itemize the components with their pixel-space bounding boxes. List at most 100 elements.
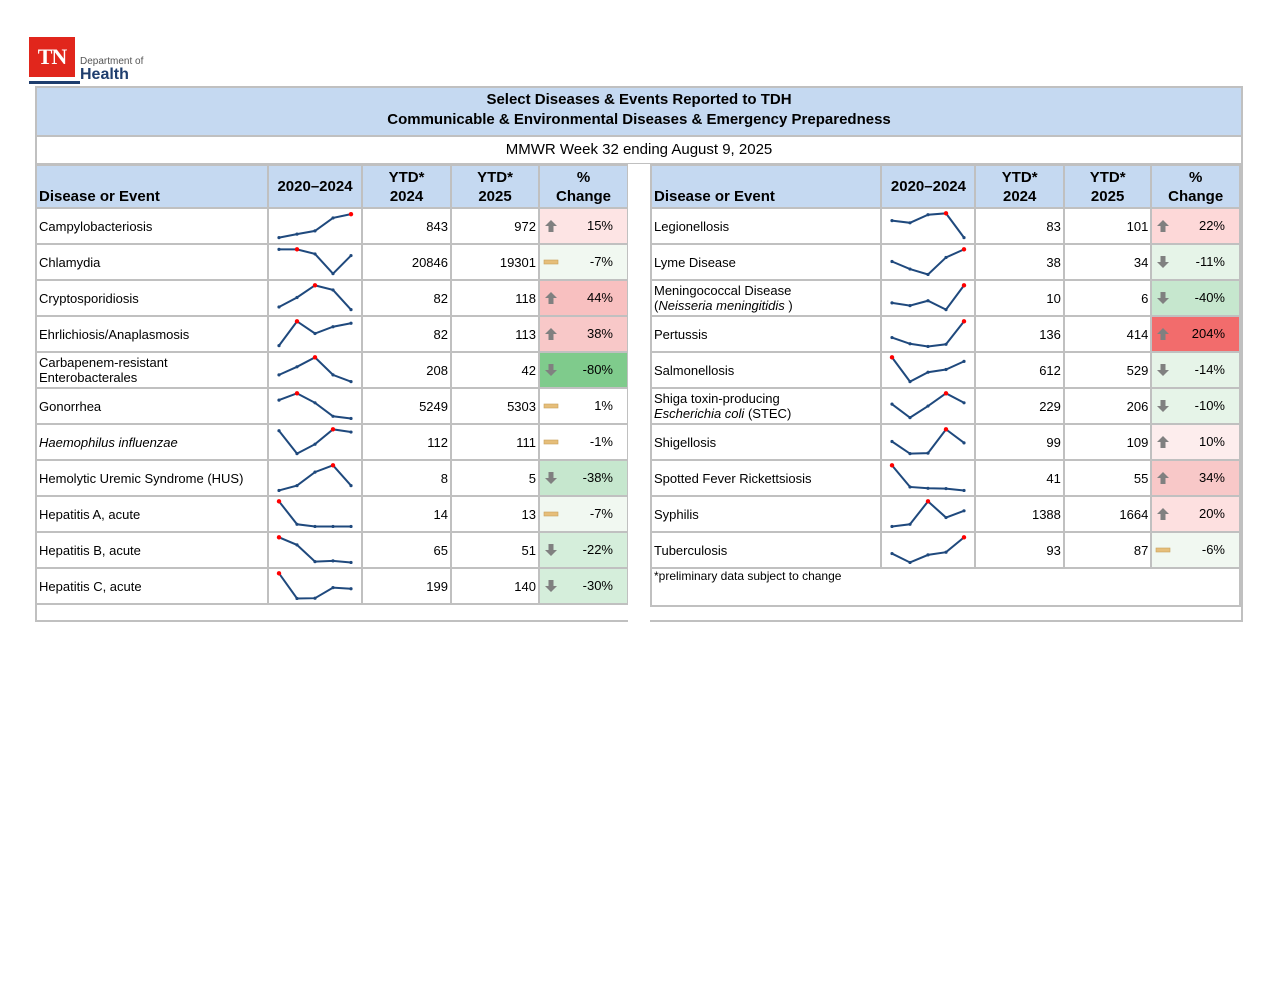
disease-name-text: Ehrlichiosis/Anaplasmosis (39, 326, 190, 342)
ytd-2024-value: 83 (974, 207, 1065, 245)
up-arrow-icon (545, 328, 557, 340)
table-row: Syphilis 1388 1664 20% (649, 495, 1241, 533)
table-row: Chlamydia 20846 19301 -7% (35, 243, 629, 281)
disease-name-text: Campylobacteriosis (39, 218, 153, 234)
trend-sparkline (267, 207, 363, 245)
disease-name-text: Hepatitis C, acute (39, 578, 142, 594)
down-arrow-icon (545, 472, 557, 484)
table-row: Shigellosis 99 109 10% (649, 423, 1241, 461)
pct-change-cell: 15% (538, 207, 629, 245)
sparkline-chart (276, 499, 353, 529)
disease-name: Cryptosporidiosis (35, 279, 269, 317)
disease-name-text: Gonorrhea (39, 398, 102, 414)
ytd-2024-value: 1388 (974, 495, 1065, 533)
trend-sparkline (880, 495, 977, 533)
sparkline-chart (890, 355, 967, 384)
ytd-2025-value: 34 (1062, 243, 1153, 281)
pct-change-value: 38% (586, 326, 613, 341)
disease-name-text: Meningococcal Disease (654, 283, 792, 298)
report-week: MMWR Week 32 ending August 9, 2025 (37, 137, 1241, 165)
ytd-2024-value: 199 (361, 567, 452, 605)
pct-change-value: -1% (589, 434, 613, 449)
col-ytd-2024: YTD* 2024 (974, 164, 1065, 209)
ytd-2025-value: 6 (1062, 279, 1153, 317)
table-row: Legionellosis 83 101 22% (649, 207, 1241, 245)
trend-sparkline (880, 387, 977, 425)
pct-change-cell: -38% (538, 459, 629, 497)
disease-name-text: Hepatitis A, acute (39, 506, 141, 522)
pct-change-cell: -30% (538, 567, 629, 605)
report-title-line2: Communicable & Environmental Diseases & … (387, 111, 891, 128)
col-trend: 2020–2024 (880, 164, 977, 209)
trend-sparkline (880, 243, 977, 281)
table-row: Hepatitis C, acute 199 140 -30% (35, 567, 629, 605)
tn-badge: TN (29, 37, 75, 77)
disease-name: Spotted Fever Rickettsiosis (649, 459, 883, 497)
sparkline-chart (277, 211, 354, 240)
table-gap (628, 164, 650, 624)
pct-change-value: 15% (586, 218, 613, 233)
pct-change-cell: -40% (1150, 279, 1241, 317)
sparkline-chart (890, 427, 967, 456)
disease-name: Legionellosis (649, 207, 883, 245)
logo-department-text: Department of (80, 56, 144, 67)
disease-table-left: Disease or Event 2020–2024 YTD* 2024 YTD*… (35, 164, 629, 605)
trend-sparkline (880, 279, 977, 317)
pct-change-value: -22% (582, 542, 613, 557)
pct-change-value: -7% (589, 254, 613, 269)
sparkline-chart (890, 499, 967, 529)
sparkline-chart (277, 283, 353, 312)
table-row: Hepatitis A, acute 14 13 -7% (35, 495, 629, 533)
sparkline-chart (890, 283, 967, 312)
table-row: Spotted Fever Rickettsiosis 41 55 34% (649, 459, 1241, 497)
down-arrow-icon (1157, 364, 1170, 376)
trend-sparkline (267, 567, 363, 605)
col-ytd-2024: YTD* 2024 (361, 164, 452, 209)
disease-name-text: Legionellosis (654, 218, 730, 234)
disease-name-text: Haemophilus influenzae (39, 434, 178, 450)
disease-name-text: Tuberculosis (654, 542, 728, 558)
disease-name-text: Salmonellosis (654, 362, 735, 378)
col-disease: Disease or Event (649, 164, 883, 209)
pct-change-cell: 204% (1150, 315, 1241, 353)
pct-change-cell: -6% (1150, 531, 1241, 569)
sparkline-chart (277, 391, 353, 421)
pct-change-value: 204% (1191, 326, 1225, 341)
trend-sparkline (267, 495, 363, 533)
ytd-2025-value: 5303 (450, 387, 540, 425)
disease-name-text: Syphilis (654, 506, 699, 522)
ytd-2024-value: 208 (361, 351, 452, 389)
ytd-2025-value: 13 (450, 495, 540, 533)
table-row: Hemolytic Uremic Syndrome (HUS) 8 5 -38% (35, 459, 629, 497)
col-trend: 2020–2024 (267, 164, 363, 209)
disease-name-text: Carbapenem-resistant Enterobacterales (39, 355, 168, 385)
pct-change-cell: 10% (1150, 423, 1241, 461)
ytd-2025-value: 529 (1062, 351, 1153, 389)
table-row: Carbapenem-resistant Enterobacterales 20… (35, 351, 629, 389)
table-header-row: Disease or Event 2020–2024 YTD* 2024 YTD*… (649, 164, 1241, 209)
disease-name: Syphilis (649, 495, 883, 533)
down-arrow-icon (545, 580, 557, 592)
disease-name-text: Cryptosporidiosis (39, 290, 139, 306)
ytd-2025-value: 113 (450, 315, 540, 353)
pct-change-cell: 34% (1150, 459, 1241, 497)
ytd-2025-value: 111 (450, 423, 540, 461)
pct-change-value: -14% (1194, 362, 1225, 377)
disease-name: Chlamydia (35, 243, 269, 281)
trend-sparkline (267, 243, 363, 281)
disease-name: Carbapenem-resistant Enterobacterales (35, 351, 269, 389)
down-arrow-icon (1157, 256, 1170, 268)
disease-name: Ehrlichiosis/Anaplasmosis (35, 315, 269, 353)
trend-sparkline (267, 531, 363, 569)
pct-change-cell: -14% (1150, 351, 1241, 389)
ytd-2024-value: 82 (361, 279, 452, 317)
trend-sparkline (880, 531, 977, 569)
pct-change-value: -30% (582, 578, 613, 593)
pct-change-value: 10% (1198, 434, 1225, 449)
trend-sparkline (267, 315, 363, 353)
ytd-2025-value: 1664 (1062, 495, 1153, 533)
disease-name-text: Pertussis (654, 326, 708, 342)
up-arrow-icon (545, 220, 557, 232)
report-frame: Select Diseases & Events Reported to TDH… (35, 86, 1243, 624)
disease-name: Lyme Disease (649, 243, 883, 281)
